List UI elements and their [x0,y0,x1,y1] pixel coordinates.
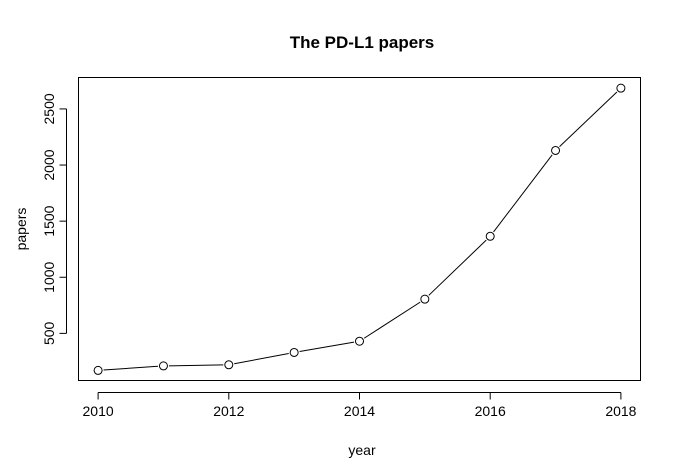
x-tick-label: 2012 [213,403,244,419]
series-line-segment [428,239,487,296]
series-line-segment [299,341,355,353]
plot-frame [78,77,641,381]
x-axis: 2010 2012 2014 2016 2018 [83,392,637,419]
series-line-segment [493,154,553,233]
series-line-segment [363,301,421,339]
data-point [224,360,234,370]
data-point [355,336,364,346]
y-axis: 500 1000 1500 2000 2500 [41,93,67,345]
data-point [551,145,561,155]
x-tick-label: 2014 [344,403,375,419]
y-tick-label: 500 [41,321,57,345]
x-tick-label: 2010 [83,403,114,419]
data-point [616,83,626,93]
data-point [93,365,103,375]
y-tick-label: 2000 [41,149,57,180]
y-axis-label: papers [13,208,29,251]
data-point [485,231,495,241]
series-group [93,83,626,375]
x-tick-label: 2016 [475,403,506,419]
series-line-segment [168,364,224,367]
series-line-segment [559,91,618,148]
y-tick-label: 1000 [41,261,57,292]
series-line-segment [234,352,289,365]
y-tick-label: 2500 [41,93,57,124]
chart-title: The PD-L1 papers [290,33,435,52]
data-point [420,294,430,304]
data-point [289,347,299,357]
series-line-segment [103,365,159,371]
data-point [158,361,168,371]
x-tick-label: 2018 [605,403,636,419]
y-tick-label: 1500 [41,205,57,236]
x-axis-label: year [348,442,376,458]
